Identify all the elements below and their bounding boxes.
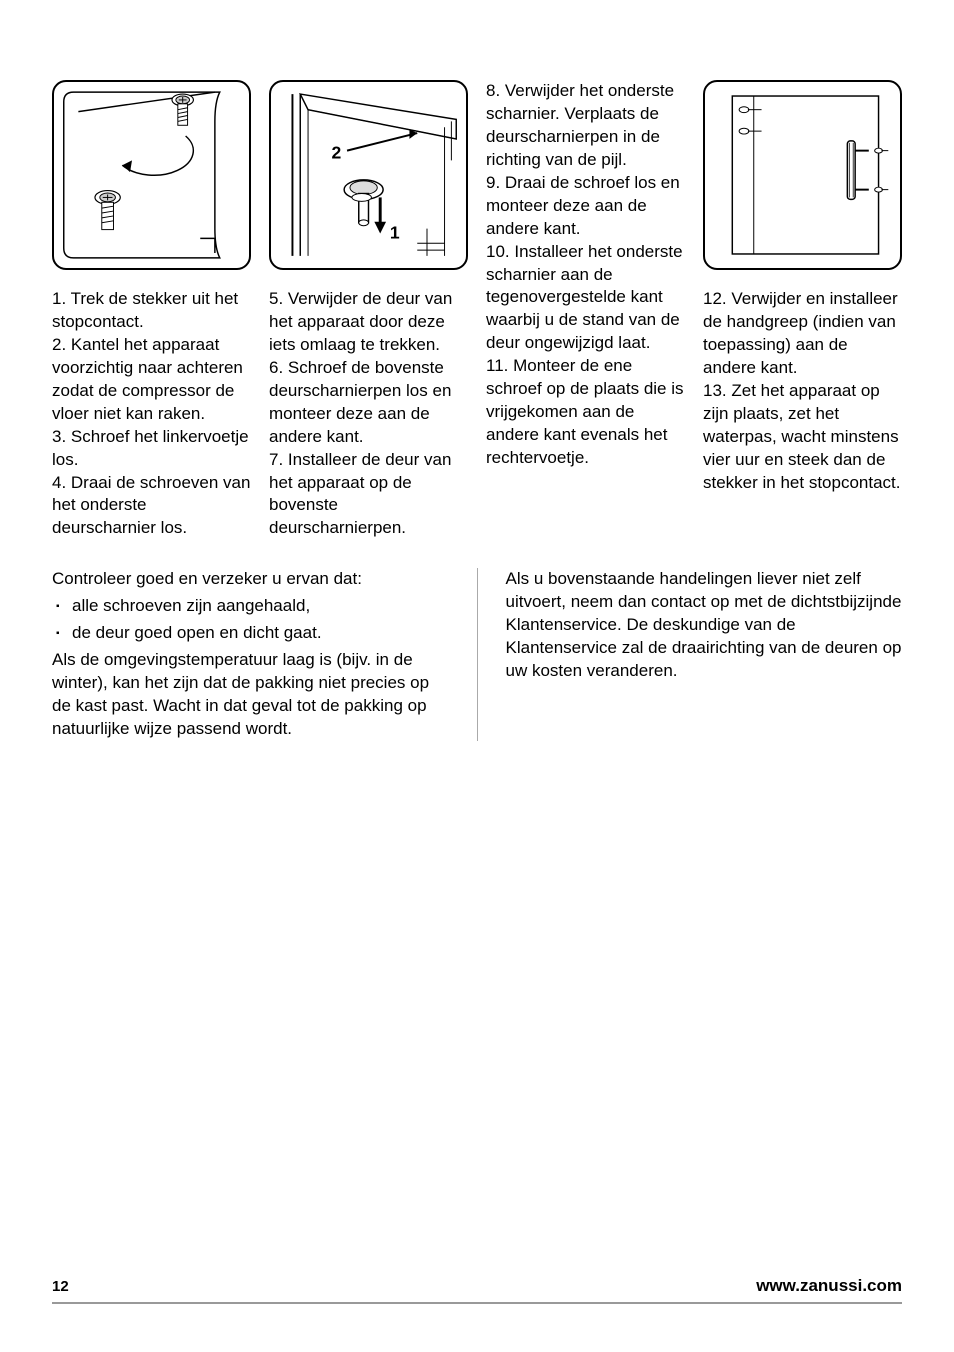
figure-handle <box>703 80 902 270</box>
check-intro: Controleer goed en verzeker u ervan dat: <box>52 568 449 591</box>
service-note: Als u bovenstaande handelingen liever ni… <box>506 568 903 683</box>
figure-door-hinge: 2 1 <box>269 80 468 270</box>
figure-screws <box>52 80 251 270</box>
check-bullet-2: de deur goed open en dicht gaat. <box>52 622 449 645</box>
bottom-two-col: Controleer goed en verzeker u ervan dat:… <box>52 568 902 741</box>
page: 1. Trek de stekker uit het stopcontact. … <box>0 0 954 1352</box>
footer-url: www.zanussi.com <box>756 1276 902 1296</box>
four-column-row: 1. Trek de stekker uit het stopcontact. … <box>52 80 902 540</box>
figure-label-1: 1 <box>390 222 400 242</box>
column-1: 1. Trek de stekker uit het stopcontact. … <box>52 80 251 540</box>
check-tail: Als de omgevingstemperatuur laag is (bij… <box>52 649 449 741</box>
col4-text: 12. Verwijder en installeer de handgreep… <box>703 288 902 494</box>
column-2: 2 1 <box>269 80 468 540</box>
col2-text: 5. Verwijder de deur van het apparaat do… <box>269 288 468 540</box>
col1-text: 1. Trek de stekker uit het stopcontact. … <box>52 288 251 540</box>
column-4: 12. Verwijder en installeer de handgreep… <box>703 80 902 540</box>
check-bullet-1: alle schroeven zijn aangehaald, <box>52 595 449 618</box>
bottom-right-col: Als u bovenstaande handelingen liever ni… <box>506 568 903 741</box>
page-number: 12 <box>52 1278 69 1295</box>
column-divider <box>477 568 478 741</box>
col3-text: 8. Verwijder het onderste scharnier. Ver… <box>486 80 685 470</box>
column-3: 8. Verwijder het onderste scharnier. Ver… <box>486 80 685 540</box>
page-footer: 12 www.zanussi.com <box>52 1276 902 1304</box>
bottom-left-col: Controleer goed en verzeker u ervan dat:… <box>52 568 449 741</box>
figure-label-2: 2 <box>331 142 341 162</box>
check-list: alle schroeven zijn aangehaald, de deur … <box>52 595 449 645</box>
footer-rule <box>52 1302 902 1304</box>
